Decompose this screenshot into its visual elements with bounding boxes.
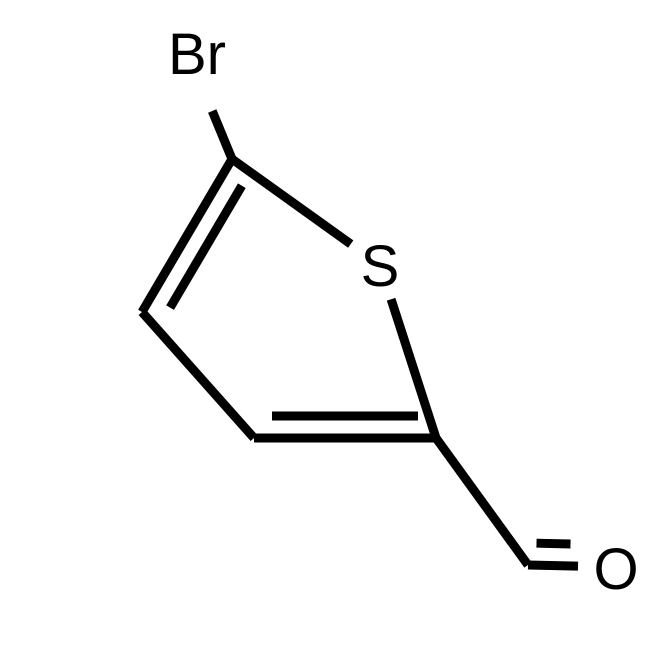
chemical-structure: S Br O bbox=[0, 0, 650, 650]
bond bbox=[212, 111, 232, 159]
atom-label-s: S bbox=[361, 234, 400, 299]
bond bbox=[142, 312, 254, 438]
bond bbox=[528, 565, 578, 566]
bond bbox=[536, 543, 570, 544]
bond bbox=[436, 438, 528, 565]
atom-label-o: O bbox=[593, 537, 638, 602]
bond bbox=[232, 159, 351, 244]
bond bbox=[142, 159, 232, 312]
atom-label-br: Br bbox=[168, 22, 226, 87]
